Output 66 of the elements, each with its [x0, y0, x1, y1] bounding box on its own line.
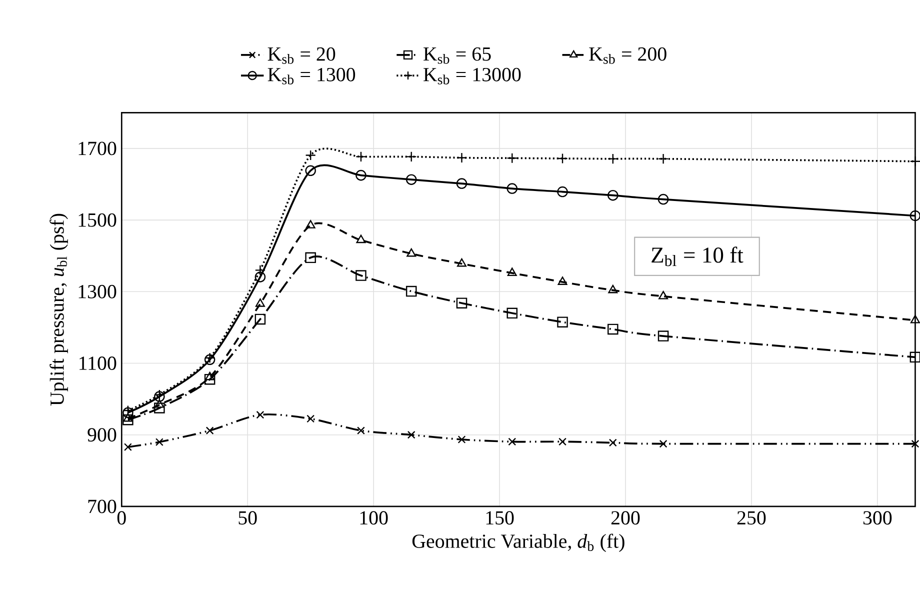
x-axis-title: Geometric Variable, d$_{b}$ (ft): [412, 534, 624, 552]
y-tick-label: 1500: [78, 213, 116, 227]
point: [658, 194, 669, 205]
point: [305, 165, 316, 176]
point: [558, 276, 568, 285]
legend-label: K$_{sb}$ = 200: [589, 47, 666, 64]
x-tick-label: 50: [238, 511, 257, 524]
point: [608, 284, 618, 294]
point: [557, 316, 568, 328]
x-tick-label: 100: [360, 511, 388, 524]
point: [356, 426, 365, 434]
point: [154, 402, 165, 414]
point: [506, 183, 518, 194]
point: [204, 374, 216, 385]
point: [508, 438, 516, 446]
y-axis-title: Uplift pressure, u$_{bl}$ (psf): [50, 214, 68, 406]
y-tick-label: 1700: [78, 142, 116, 156]
point: [306, 414, 315, 423]
point: [254, 271, 266, 282]
point: [155, 438, 164, 446]
x-tick-label: 150: [486, 511, 514, 524]
annotation: Z$_{bl}$ = 10 ft: [652, 246, 744, 266]
point: [557, 186, 568, 198]
x-tick-label: 200: [611, 511, 640, 524]
point: [255, 298, 265, 307]
point: [456, 298, 468, 308]
point: [356, 170, 366, 181]
legend-label: K$_{sb}$ = 65: [424, 47, 491, 64]
y-tick-label: 700: [88, 500, 116, 514]
point: [124, 442, 132, 451]
point: [911, 440, 920, 448]
point: [206, 426, 214, 434]
point: [659, 440, 668, 448]
point: [407, 430, 416, 439]
point: [608, 190, 618, 201]
y-tick-label: 1300: [78, 284, 116, 298]
point: [456, 178, 468, 189]
x-tick-label: 300: [863, 511, 892, 524]
legend-label: K$_{sb}$ = 1300: [268, 68, 356, 84]
point: [205, 372, 215, 380]
point: [910, 314, 920, 324]
point: [456, 258, 466, 267]
point: [558, 438, 566, 446]
point: [406, 174, 417, 185]
point: [305, 252, 316, 263]
y-tick-label: 900: [88, 428, 116, 442]
point: [608, 324, 618, 335]
legend-label: K$_{sb}$ = 13000: [424, 68, 521, 84]
point: [406, 248, 416, 257]
point: [256, 410, 264, 419]
point: [458, 435, 466, 444]
point: [406, 286, 417, 297]
point: [608, 438, 617, 447]
legend-label: K$_{sb}$ = 20: [268, 47, 336, 64]
point: [507, 268, 517, 276]
point: [306, 220, 316, 228]
point: [506, 308, 518, 318]
point: [658, 330, 669, 342]
x-tick-label: 250: [737, 511, 766, 524]
point: [356, 234, 366, 243]
point: [910, 210, 920, 222]
x-tick-label: 0: [117, 511, 126, 524]
point: [254, 314, 266, 325]
point: [356, 270, 366, 281]
point: [658, 290, 668, 300]
y-tick-label: 1100: [80, 356, 116, 370]
